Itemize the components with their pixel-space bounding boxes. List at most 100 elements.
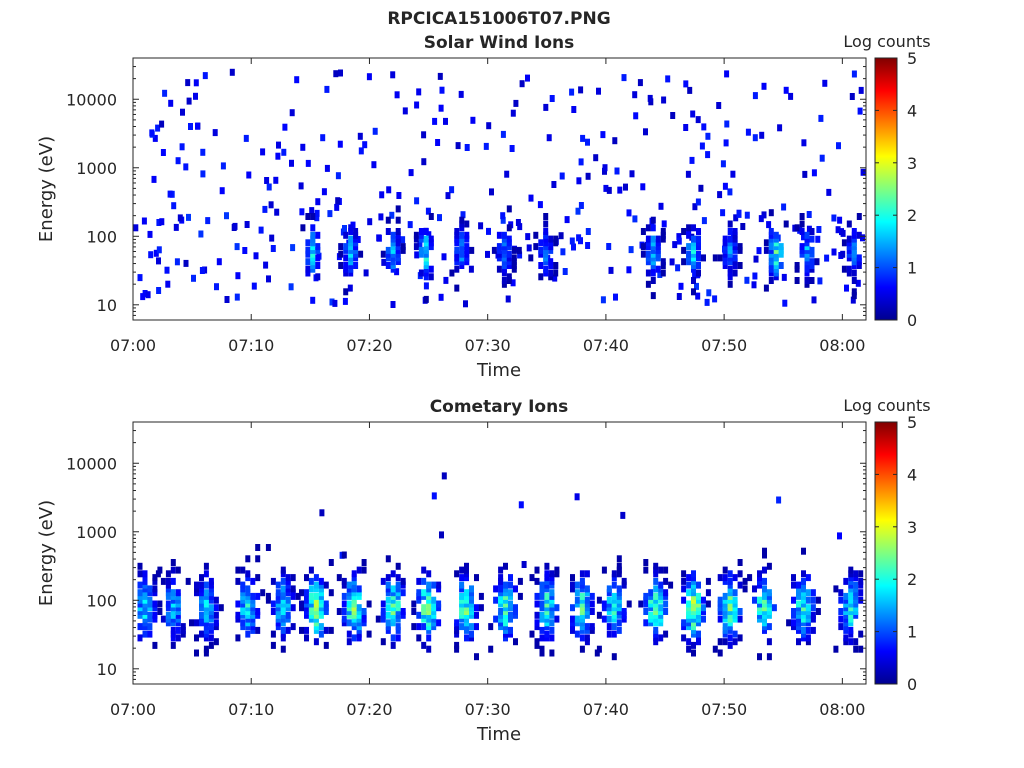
- burst-cell: [203, 623, 209, 631]
- burst-cell: [762, 608, 767, 615]
- burst-cell: [275, 608, 281, 615]
- burst-cell: [270, 577, 276, 585]
- axes-frame-cometary: [132, 421, 867, 685]
- burst-cell: [805, 589, 811, 597]
- burst-cell: [142, 615, 148, 623]
- burst-cell: [395, 634, 401, 642]
- background-hit: [244, 221, 250, 228]
- burst-cell: [768, 231, 774, 239]
- background-hit: [612, 137, 618, 145]
- background-hit: [421, 158, 427, 166]
- burst-cell: [170, 608, 176, 615]
- burst-cell: [474, 574, 479, 582]
- burst-cell: [810, 604, 816, 612]
- burst-cell: [611, 574, 617, 582]
- burst-cell: [203, 570, 209, 578]
- burst-cell: [809, 265, 815, 273]
- burst-cell: [418, 246, 424, 254]
- background-hit: [133, 224, 139, 232]
- burst-cell: [341, 608, 347, 615]
- burst-cell: [175, 592, 181, 600]
- background-hit: [831, 214, 837, 222]
- burst-cell: [356, 611, 362, 619]
- burst-cell: [348, 262, 354, 269]
- burst-cell: [762, 547, 767, 555]
- burst-cell: [469, 585, 474, 593]
- burst-cell: [275, 592, 281, 600]
- low-energy-hit: [831, 248, 837, 256]
- burst-cell: [491, 246, 497, 254]
- burst-cell: [858, 630, 864, 638]
- burst-cell: [464, 634, 469, 642]
- background-hit: [402, 107, 408, 115]
- burst-cell: [606, 615, 612, 623]
- burst-cell: [142, 577, 148, 585]
- burst-cell: [170, 630, 176, 638]
- burst-cell: [762, 626, 767, 634]
- burst-cell: [611, 615, 617, 623]
- burst-cell: [732, 630, 738, 638]
- burst-cell: [351, 608, 357, 615]
- low-energy-hit: [761, 211, 767, 219]
- burst-cell: [160, 615, 166, 623]
- burst-cell: [691, 277, 696, 284]
- burst-cell: [686, 589, 692, 597]
- burst-cell: [691, 649, 696, 657]
- low-energy-hit: [569, 237, 575, 245]
- burst-cell: [611, 623, 617, 631]
- burst-cell: [539, 604, 545, 612]
- burst-cell: [498, 623, 504, 631]
- burst-cell: [579, 592, 585, 600]
- burst-cell: [304, 608, 309, 615]
- burst-cell: [791, 608, 796, 615]
- burst-cell: [343, 262, 349, 269]
- burst-cell: [843, 634, 849, 642]
- x-tick-label: 07:50: [701, 700, 747, 719]
- burst-cell: [208, 596, 214, 604]
- burst-cell: [313, 581, 319, 589]
- background-hit: [633, 112, 639, 120]
- background-hit: [822, 79, 828, 87]
- burst-cell: [385, 619, 391, 627]
- burst-cell: [722, 592, 728, 600]
- burst-cell: [686, 581, 692, 589]
- burst-cell: [691, 641, 696, 649]
- burst-cell: [805, 608, 811, 615]
- background-hit: [819, 154, 825, 162]
- burst-cell: [351, 615, 357, 623]
- burst-cell: [653, 638, 659, 646]
- burst-cell: [361, 566, 367, 574]
- burst-cell: [616, 600, 622, 608]
- burst-cell: [142, 592, 148, 600]
- burst-cell: [732, 258, 738, 266]
- x-tick-label: 07:40: [583, 700, 629, 719]
- burst-cell: [851, 277, 857, 284]
- burst-cell: [147, 604, 153, 612]
- low-energy-hit: [701, 217, 707, 225]
- background-hit: [289, 109, 295, 117]
- burst-cell: [356, 592, 362, 600]
- burst-cell: [648, 589, 654, 597]
- burst-cell: [280, 608, 286, 615]
- burst-cell: [137, 611, 143, 619]
- burst-cell: [459, 246, 465, 254]
- burst-cell: [170, 559, 176, 566]
- burst-cell: [717, 600, 723, 608]
- burst-cell: [318, 608, 324, 615]
- burst-cell: [773, 235, 779, 243]
- burst-cell: [203, 596, 209, 604]
- burst-cell: [235, 577, 241, 585]
- burst-cell: [464, 235, 470, 243]
- burst-cell: [727, 269, 733, 277]
- burst-cell: [757, 577, 762, 585]
- burst-cell: [681, 246, 687, 254]
- burst-cell: [773, 262, 779, 269]
- burst-cell: [431, 619, 437, 627]
- burst-cell: [691, 254, 696, 262]
- burst-cell: [773, 231, 779, 239]
- background-hit: [179, 143, 185, 151]
- burst-cell: [245, 608, 251, 615]
- burst-cell: [147, 623, 153, 631]
- burst-cell: [543, 258, 549, 266]
